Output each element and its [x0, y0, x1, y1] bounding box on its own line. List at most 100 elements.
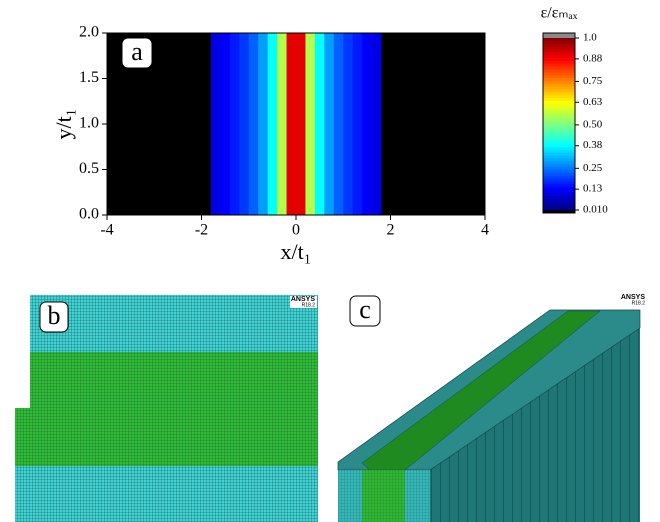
colorbar-band — [543, 155, 575, 159]
colorbar-band — [543, 101, 575, 105]
version: R18.2 — [632, 300, 646, 306]
heat-cell — [343, 33, 354, 215]
colorbar-band — [543, 92, 575, 96]
software: ANSYS — [291, 296, 315, 303]
y-tick-label: 1.5 — [79, 69, 99, 86]
y-tick-label: 1.0 — [79, 115, 99, 132]
colorbar-band — [543, 192, 575, 196]
heat-cell — [296, 33, 306, 215]
colorbar-band — [543, 72, 575, 76]
colorbar-band — [543, 149, 575, 153]
heat-cell — [362, 33, 372, 215]
panel-c: c ANSYS R18.2 — [337, 294, 646, 522]
colorbar-frame — [542, 32, 576, 214]
top-stripe — [361, 310, 601, 471]
colorbar-title: ε/εₘₐₓ — [541, 5, 578, 22]
heat-cell — [314, 33, 325, 215]
colorbar-band — [543, 204, 575, 208]
mesh — [15, 295, 318, 522]
colorbar-band — [543, 43, 575, 47]
colorbar-band — [543, 144, 575, 148]
logo-box — [290, 296, 317, 308]
x-tick-label: 0 — [292, 222, 300, 239]
colorbar-band — [543, 115, 575, 119]
colorbar-band — [543, 181, 575, 185]
panel-label: c — [359, 295, 371, 324]
x-tick-label: 4 — [481, 222, 489, 239]
colorbar-band — [543, 207, 575, 211]
colorbar-band — [543, 118, 575, 122]
colorbar-tick-label: 0.63 — [583, 96, 603, 108]
colorbar-tick-label: 0.38 — [583, 139, 603, 151]
colorbar-tick-label: 0.25 — [583, 162, 603, 174]
colorbar-band — [543, 98, 575, 102]
colorbar-tick-label: 0.13 — [583, 183, 603, 195]
colorbar-band — [543, 164, 575, 168]
colorbar-tick-label: 0.010 — [583, 204, 608, 216]
colorbar-band — [543, 135, 575, 139]
colorbar-band — [543, 129, 575, 133]
colorbar-band — [543, 60, 575, 65]
colorbar-over — [543, 33, 575, 38]
colorbar-band — [543, 46, 575, 50]
heat-cell — [220, 33, 231, 215]
colorbar-band — [543, 198, 575, 202]
x-axis-label: x/t₁ — [281, 239, 312, 264]
colorbar-band — [543, 75, 575, 79]
colorbar-band — [543, 172, 575, 176]
colorbar-band — [543, 78, 575, 82]
colorbar-band — [543, 201, 575, 205]
colorbar-band — [543, 195, 575, 199]
colorbar-band — [543, 178, 575, 182]
colorbar-band — [543, 109, 575, 113]
colorbar-tick-label: 0.50 — [583, 118, 603, 130]
version: R18.2 — [302, 302, 316, 308]
colorbar-band — [543, 83, 575, 88]
colorbar-band — [543, 38, 575, 42]
heat-cell — [210, 33, 221, 215]
label-box — [39, 301, 69, 333]
colorbar-band — [543, 126, 575, 131]
heat-cell — [333, 33, 344, 215]
heat-cell — [324, 33, 335, 215]
colorbar-band — [543, 189, 575, 194]
colorbar-band — [543, 141, 575, 145]
panel-label: b — [48, 301, 61, 330]
heat-cell — [258, 33, 269, 215]
colorbar-band — [543, 58, 575, 62]
colorbar-band — [543, 132, 575, 136]
panel-label: a — [131, 37, 143, 66]
colorbar-band — [543, 175, 575, 179]
colorbar-band — [543, 49, 575, 53]
colorbar-tick-label: 1.0 — [583, 32, 597, 44]
colorbar-tick-label: 0.75 — [583, 75, 603, 87]
heat-cell — [239, 33, 250, 215]
colorbar-band — [543, 106, 575, 110]
colorbar-band — [543, 89, 575, 93]
heat-cell — [286, 33, 297, 215]
software: ANSYS — [621, 294, 645, 301]
colorbar-band — [543, 69, 575, 73]
colorbar-band — [543, 86, 575, 90]
y-axis-label: y/t₁ — [51, 109, 76, 140]
mesh — [338, 470, 430, 522]
colorbar-band — [543, 152, 575, 156]
heat-cell — [305, 33, 316, 215]
colorbar-band — [543, 167, 575, 171]
colorbar-band — [543, 112, 575, 116]
heat-cell — [267, 33, 278, 215]
colorbar-under — [543, 210, 575, 213]
colorbar-band — [543, 121, 575, 125]
y-tick-label: 2.0 — [79, 24, 99, 41]
panel-b: b ANSYS R18.2 — [15, 295, 318, 522]
colorbar-band — [543, 95, 575, 99]
heat-cell — [229, 33, 240, 215]
colorbar-band — [543, 138, 575, 142]
x-tick-label: -4 — [100, 222, 113, 239]
heat-cell — [371, 33, 382, 215]
y-tick-label: 0.0 — [79, 206, 99, 223]
colorbar-tick-label: 0.88 — [583, 52, 603, 64]
colorbar-band — [543, 63, 575, 67]
colorbar-band — [543, 184, 575, 188]
